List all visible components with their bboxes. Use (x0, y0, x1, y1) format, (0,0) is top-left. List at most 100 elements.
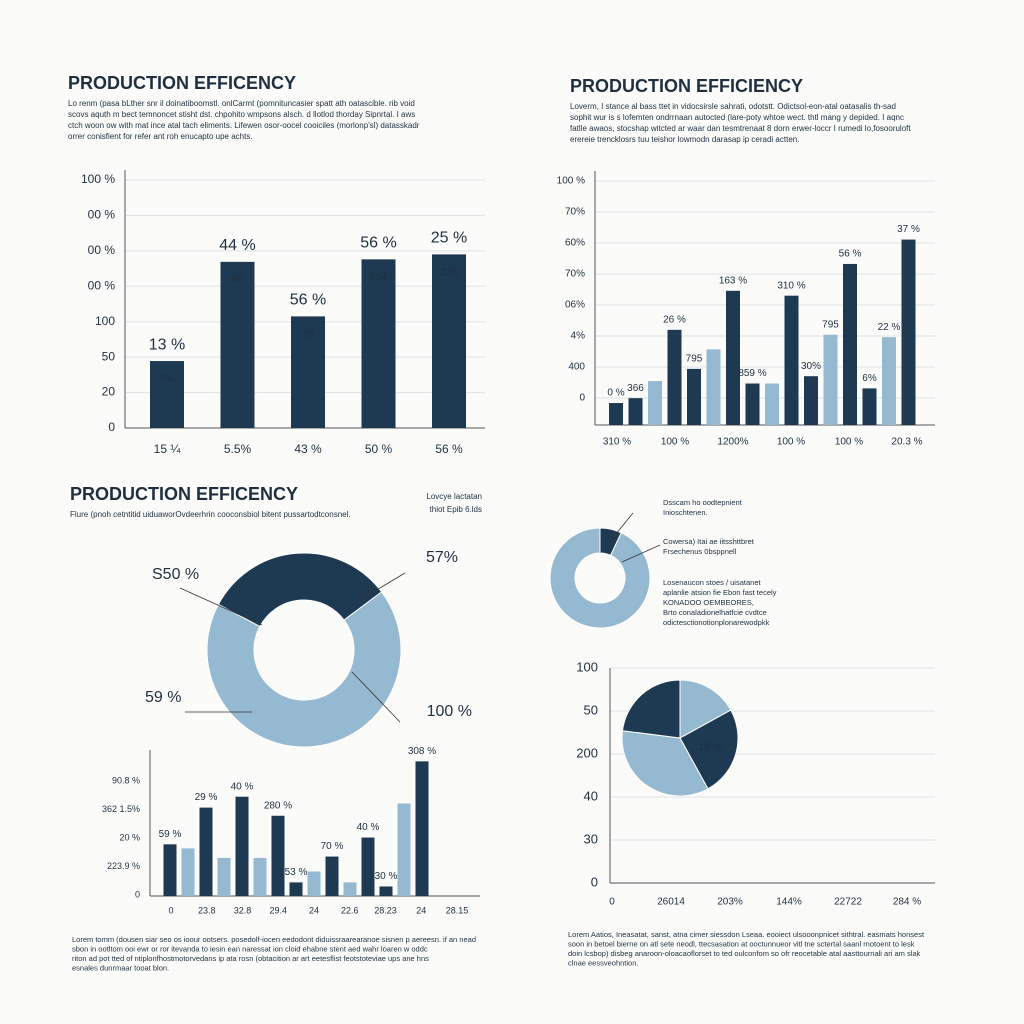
x-tick-label: 43 % (294, 442, 322, 456)
footer-text: soon in betoel bierne on atl sete neodl,… (568, 939, 915, 948)
bar-inner-label: 66 (231, 274, 243, 286)
bar-label: 70 % (321, 841, 344, 852)
y-tick-label: 00 % (88, 208, 116, 222)
bar (289, 882, 303, 896)
bar (706, 349, 721, 425)
callout: S50 % (152, 566, 199, 583)
leader-line (359, 572, 406, 601)
y-tick-label: 0 (579, 393, 585, 404)
y-tick-label: 0 (135, 889, 140, 899)
bar-label: 40 % (357, 822, 380, 833)
bar-label: 795 (822, 319, 839, 330)
y-tick-label: 00 % (88, 278, 116, 292)
callout: Losenaucon stoes / uisatanet (663, 578, 761, 587)
bar (343, 882, 357, 896)
y-tick-label: 20 (102, 385, 116, 399)
pie-segment (679, 679, 732, 739)
y-tick-label: 4% (571, 331, 586, 342)
bar-label: 310 % (777, 280, 805, 291)
x-tick-label: 284 % (893, 897, 921, 908)
pie-segment (217, 552, 383, 628)
y-tick-label: 200 (576, 745, 598, 760)
panel-description: Flure (pnoh cetntitid uiduaworOvdeerhrin… (70, 510, 351, 519)
bar (253, 857, 267, 896)
y-tick-label: 90.8 % (112, 775, 140, 785)
bar (901, 239, 916, 425)
bar-label: 795 (686, 354, 703, 365)
note: Lovcye lactatan (426, 492, 482, 501)
bar (220, 261, 255, 428)
bar (150, 361, 184, 428)
panel-description: Lo renm (pasa bLther snr il doinatibooms… (68, 99, 415, 108)
callout: odictesctionotionplonarewodpkk (663, 618, 770, 627)
bar-label: 859 % (738, 368, 766, 379)
bar-label: 44 % (219, 237, 255, 254)
bar (199, 807, 213, 896)
panel-description: ctch woon ow with mat ince atal tach eli… (68, 121, 420, 130)
x-tick-label: 100 % (661, 437, 689, 448)
bar (361, 837, 375, 896)
bar (628, 398, 643, 425)
y-tick-label: 100 % (81, 172, 115, 186)
bar-inner-label: 234 (369, 271, 387, 283)
bar (648, 381, 662, 425)
leader-line (606, 512, 634, 546)
bar (181, 848, 195, 896)
x-tick-label: 24 (416, 905, 426, 915)
bar-label: 308 % (408, 746, 436, 757)
bar-label: 13 % (149, 336, 185, 353)
y-tick-label: 50 (584, 702, 598, 717)
x-tick-label: 23.8 (198, 905, 216, 915)
y-tick-label: 30 (584, 831, 598, 846)
y-tick-label: 223.9 % (107, 861, 140, 871)
x-tick-label: 0 (609, 897, 615, 908)
bar-label: 56 % (290, 292, 326, 309)
bar (235, 796, 249, 896)
bar-label: 59 % (159, 829, 182, 840)
callout: 59 % (145, 689, 181, 706)
leader-line (621, 544, 661, 563)
bar-inner-label: 236 (440, 266, 458, 278)
bar-label: 30% (801, 361, 821, 372)
bar (862, 388, 877, 425)
bar-label: 56 % (839, 249, 862, 260)
footer-text: Lorem Aatios, Ineasatat, sanst, atna cim… (568, 930, 925, 939)
x-tick-label: 203% (717, 897, 743, 908)
y-tick-label: 70% (565, 207, 585, 218)
bar (843, 263, 857, 425)
x-tick-label: 20.3 % (891, 437, 922, 448)
x-tick-label: 22722 (834, 897, 862, 908)
bar-label: 26 % (663, 314, 686, 325)
y-tick-label: 362 1.5% (102, 804, 140, 814)
panel-description: Loverm, I stance al bass ttet in vidocsi… (570, 102, 896, 111)
y-tick-label: 70% (565, 269, 585, 280)
bar-label: 366 (627, 383, 644, 394)
panel-description: sophit wur is s lofemten ondrrnaan autoc… (570, 113, 904, 122)
bar (361, 259, 396, 428)
bar-label: 53 % (285, 867, 308, 878)
x-tick-label: 1200% (717, 437, 748, 448)
footer-text: doin lcsbop) disbeg anaroon-oloacaoflors… (568, 949, 921, 958)
bar (163, 844, 177, 896)
bar-label: 56 % (360, 235, 396, 252)
bar-label: 29 % (195, 792, 218, 803)
bar (432, 254, 466, 428)
panel-description: scovs aquth m bect temnoncet stisht dst.… (68, 110, 415, 119)
callout: Dsscam ho oodtepnient (663, 498, 743, 507)
callout: Brto conaladionelhatfcie cvdtce (663, 608, 767, 617)
bar (307, 871, 321, 896)
y-tick-label: 100 % (557, 176, 585, 187)
x-tick-label: 144% (776, 897, 802, 908)
pie-segment (621, 679, 681, 739)
panel-description: orrer conisfient for refer ant roh enuca… (68, 132, 253, 141)
panel-title: PRODUCTION EFFICENCY (68, 73, 296, 93)
leader-line (179, 587, 263, 626)
callout: Inioschtenen. (663, 508, 708, 517)
y-tick-label: 20 % (119, 832, 140, 842)
panel-description: fatlle awaos, stocshap witcted ar waar d… (570, 124, 911, 133)
y-tick-label: 0 (591, 874, 598, 889)
x-tick-label: 5.5% (224, 442, 252, 456)
bar (609, 403, 623, 425)
footer-text: Lorem tomm (dousen siar seo os ioour oot… (72, 935, 476, 944)
